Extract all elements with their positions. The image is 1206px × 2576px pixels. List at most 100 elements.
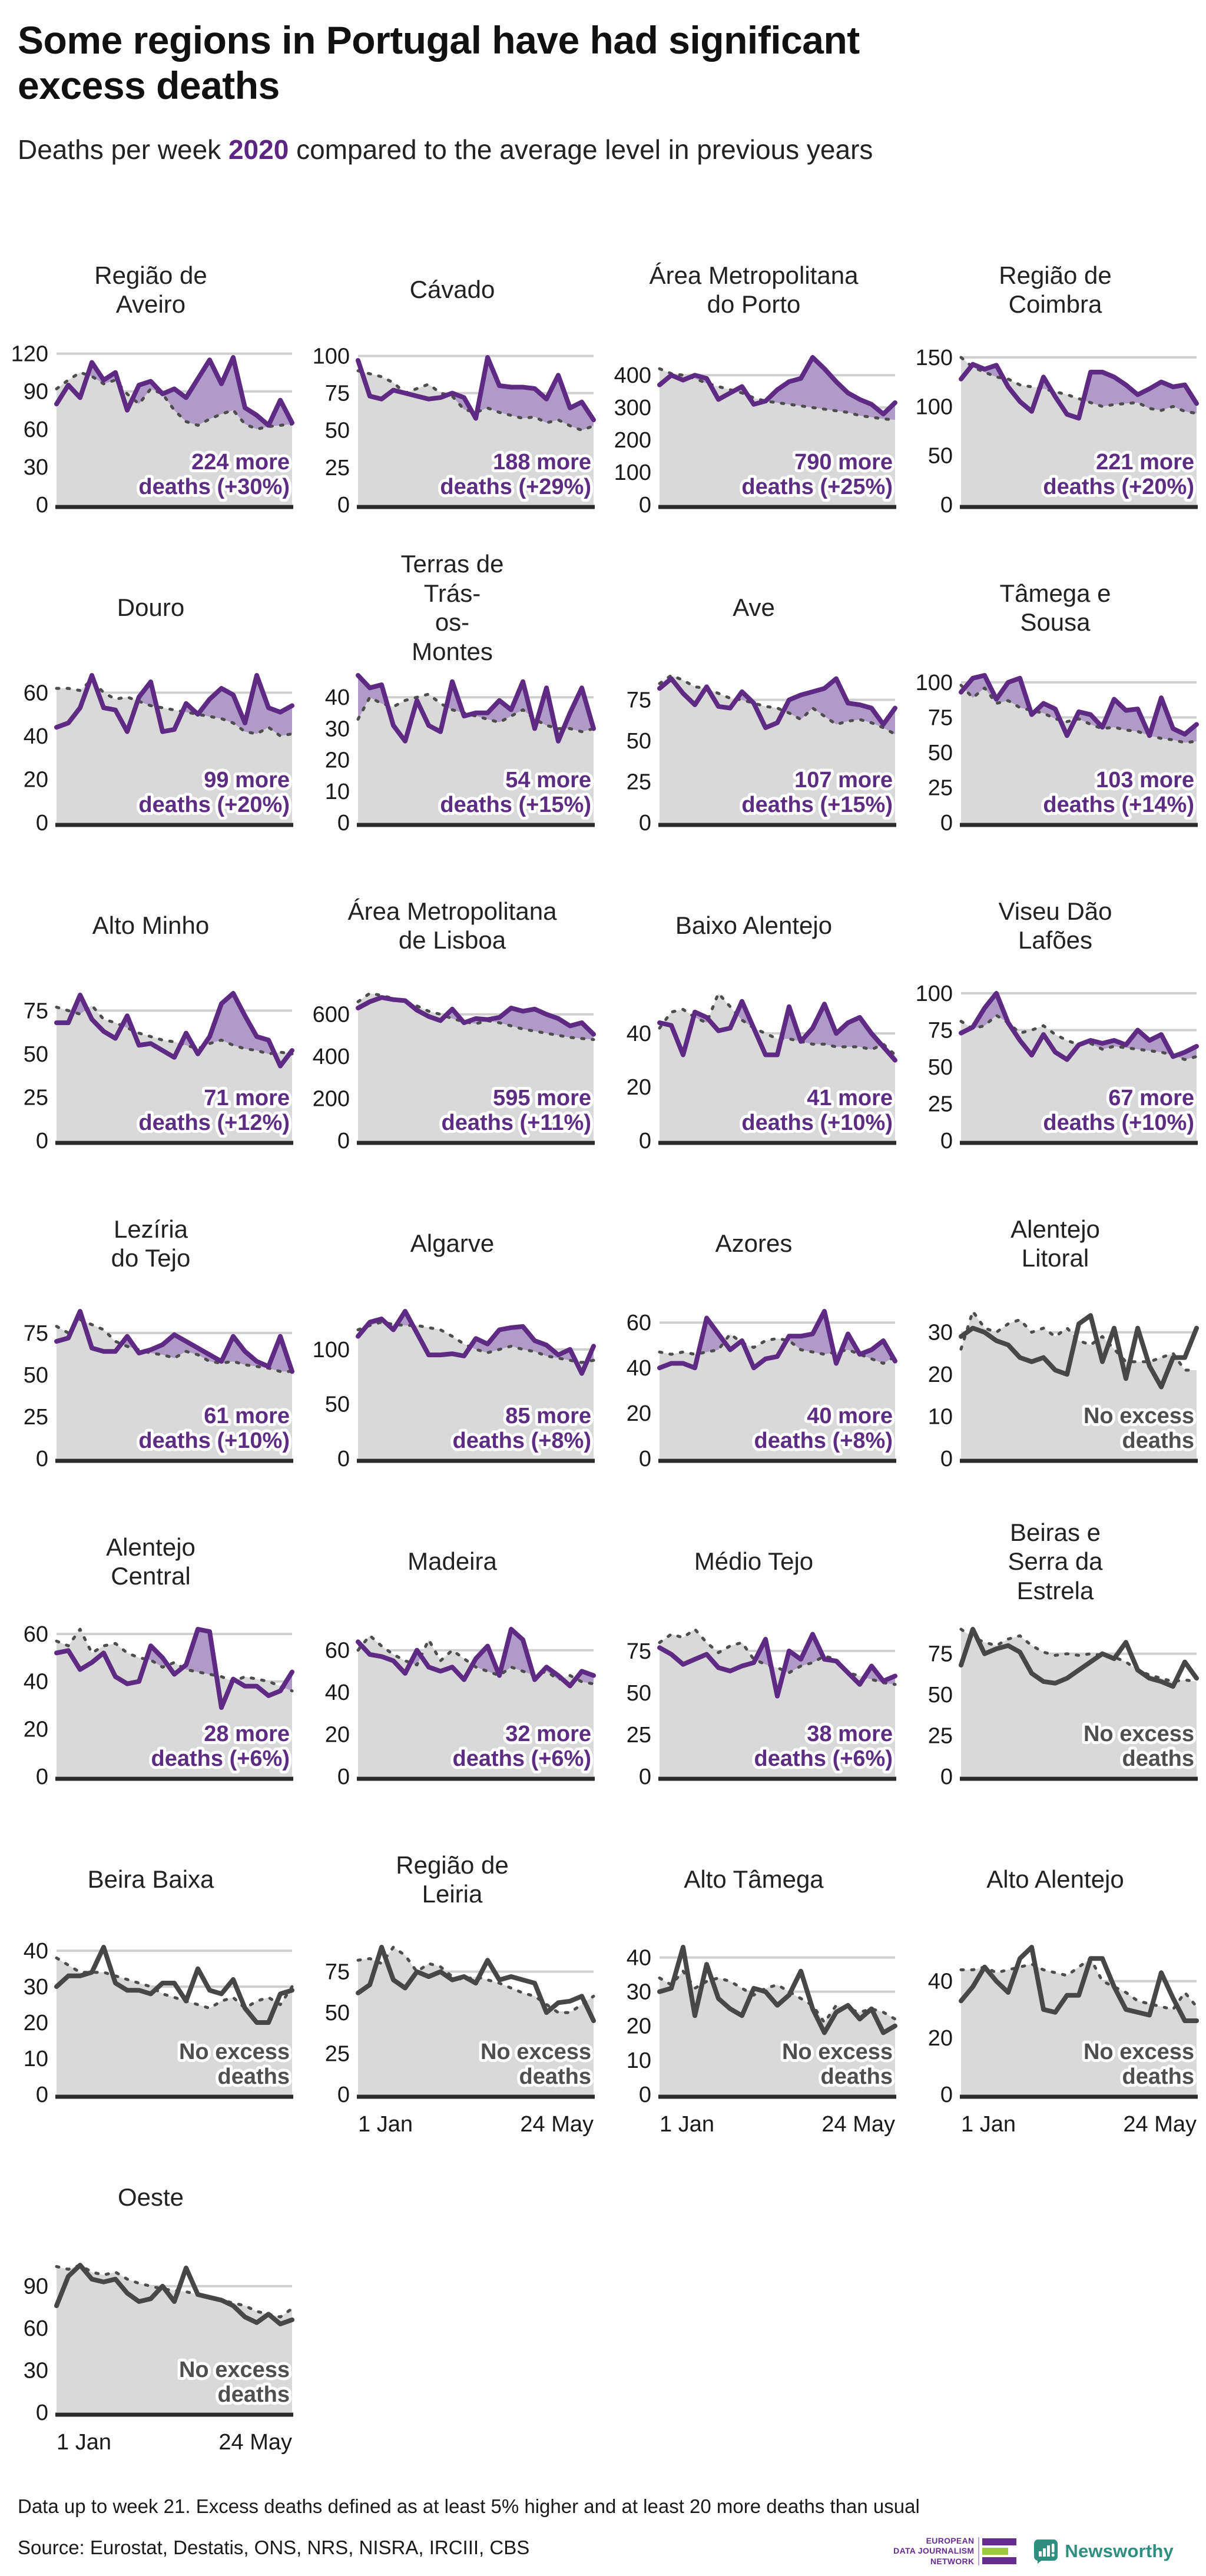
line-2020 xyxy=(356,1309,596,1376)
chart-title-alentejo-litoral: Alentejo Litoral xyxy=(1010,1215,1100,1272)
excess-annotation: deaths xyxy=(1122,1746,1194,1771)
chart-cell-alentejo-central: Alentejo Central 0 20 40 60 28 more deaths (+6%… xyxy=(0,1507,302,1825)
y-tick-label: 50 xyxy=(928,1055,953,1080)
y-tick-label: 10 xyxy=(627,2048,651,2073)
y-tick-label: 75 xyxy=(928,1019,953,1043)
line-2020 xyxy=(657,355,897,417)
y-tick-label: 50 xyxy=(325,2001,350,2025)
y-tick-label: 0 xyxy=(36,1447,48,1471)
x-tick-end: 24 May xyxy=(821,2112,895,2137)
average-area xyxy=(358,370,594,505)
y-tick-label: 25 xyxy=(928,1724,953,1749)
excess-annotation: deaths (+8%) xyxy=(754,1428,893,1453)
x-axis-labels-regiao-de-leiria: 1 Jan 24 May xyxy=(302,2112,603,2143)
chart-cell-viseu-dao-lafoes: Viseu Dão Lafões 0 25 50 75 100 67 more deaths (… xyxy=(904,871,1206,1189)
y-tick-label: 0 xyxy=(940,1129,953,1153)
x-axis-labels-alto-alentejo: 1 Jan 24 May xyxy=(904,2112,1206,2143)
chart-title-viseu-dao-lafoes: Viseu Dão Lafões xyxy=(998,897,1112,954)
average-line xyxy=(658,674,897,736)
y-tick-label: 75 xyxy=(24,1321,48,1346)
y-tick-label: 0 xyxy=(639,493,651,518)
average-line xyxy=(356,369,595,432)
excess-annotation: deaths xyxy=(218,2382,290,2407)
chart-title-beira-baixa: Beira Baixa xyxy=(87,1865,214,1894)
excess-annotation: 61 more xyxy=(204,1404,290,1428)
line-2020 xyxy=(54,1945,294,2025)
excess-annotation: 40 more xyxy=(807,1404,893,1428)
y-tick-label: 60 xyxy=(627,1311,651,1335)
average-area xyxy=(358,1635,594,1777)
y-tick-label: 0 xyxy=(940,2083,953,2107)
y-tick-label: 10 xyxy=(928,1405,953,1430)
chart-title-azores: Azores xyxy=(715,1229,793,1258)
excess-annotation: 41 more xyxy=(807,1086,893,1110)
chart-cell-baixo-alentejo: Baixo Alentejo 0 20 40 41 more deaths (+10%) xyxy=(603,871,904,1189)
excess-annotation: deaths (+20%) xyxy=(1043,475,1194,499)
excess-annotation: No excess xyxy=(1084,1722,1194,1746)
line-2020 xyxy=(54,1309,294,1374)
y-tick-label: 30 xyxy=(24,1975,48,2000)
y-tick-label: 20 xyxy=(24,1717,48,1742)
excess-annotation: deaths xyxy=(218,2064,290,2089)
x-tick-end: 24 May xyxy=(520,2112,594,2137)
y-tick-label: 60 xyxy=(325,1639,350,1663)
chart-cell-cavado: Cávado 0 25 50 75 100 188 more deaths (+29%) xyxy=(302,235,603,553)
line-2020 xyxy=(54,991,294,1069)
line-2020 xyxy=(959,991,1199,1062)
y-tick-label: 100 xyxy=(916,394,953,419)
y-tick-label: 25 xyxy=(325,2042,350,2067)
average-line xyxy=(55,1627,294,1693)
line-2020 xyxy=(54,673,294,734)
chart-title-baixo-alentejo: Baixo Alentejo xyxy=(675,911,833,940)
excess-annotation: 103 more xyxy=(1096,768,1194,793)
average-area xyxy=(660,369,895,505)
logos: EUROPEAN DATA JOURNALISM NETWORK Newswor… xyxy=(893,2536,1174,2567)
chart-title-ave: Ave xyxy=(733,594,775,622)
y-tick-label: 0 xyxy=(940,1447,953,1471)
y-tick-label: 40 xyxy=(24,724,48,749)
chart-cell-beiras-e-serra-da-estrela: Beiras e Serra da Estrela 0 25 50 75 No excess d… xyxy=(904,1507,1206,1825)
edjn-logo: EUROPEAN DATA JOURNALISM NETWORK xyxy=(893,2536,1017,2567)
y-tick-label: 75 xyxy=(325,1960,350,1985)
excess-annotation: deaths (+30%) xyxy=(138,475,290,499)
excess-annotation: 28 more xyxy=(204,1722,290,1746)
chart-title-tamega-e-sousa: Tâmega e Sousa xyxy=(999,579,1111,636)
line-2020 xyxy=(54,2263,294,2327)
chart-cell-alto-tamega: Alto Tâmega 0 10 20 30 40 No excess deaths 1 Jan… xyxy=(603,1825,904,2143)
y-tick-label: 75 xyxy=(928,1642,953,1667)
average-line xyxy=(959,1957,1198,2011)
y-tick-label: 100 xyxy=(614,460,651,485)
excess-annotation: deaths (+15%) xyxy=(741,793,893,817)
chart-cell-terras-de-tras-os-montes: Terras de Trás-os- Montes 0 10 20 30 40 54 more d… xyxy=(302,550,603,871)
average-area xyxy=(358,1947,594,2095)
y-tick-label: 0 xyxy=(36,2083,48,2107)
y-tick-label: 0 xyxy=(337,1765,350,1789)
x-axis-labels-oeste: 1 Jan 24 May xyxy=(0,2430,302,2461)
y-tick-label: 100 xyxy=(313,344,350,369)
chart-cell-leziria-do-tejo: Lezíria do Tejo 0 25 50 75 61 more deaths (+10%… xyxy=(0,1189,302,1507)
y-tick-label: 150 xyxy=(916,346,953,370)
y-tick-label: 0 xyxy=(36,493,48,518)
y-tick-label: 75 xyxy=(325,382,350,406)
average-line xyxy=(658,1627,897,1686)
chart-title-oeste: Oeste xyxy=(117,2183,184,2212)
y-tick-label: 20 xyxy=(24,2011,48,2035)
y-tick-label: 20 xyxy=(627,1401,651,1426)
chart-title-algarve: Algarve xyxy=(410,1229,495,1258)
y-tick-label: 50 xyxy=(24,1363,48,1388)
chart-title-douro: Douro xyxy=(117,594,185,622)
y-tick-label: 30 xyxy=(24,455,48,480)
excess-annotation: deaths (+14%) xyxy=(1043,793,1194,817)
x-tick-start: 1 Jan xyxy=(961,2112,1016,2137)
y-tick-label: 60 xyxy=(24,1622,48,1647)
x-tick-end: 24 May xyxy=(218,2430,292,2455)
chart-cell-medio-tejo: Médio Tejo 0 25 50 75 38 more deaths (+6%) xyxy=(603,1507,904,1825)
